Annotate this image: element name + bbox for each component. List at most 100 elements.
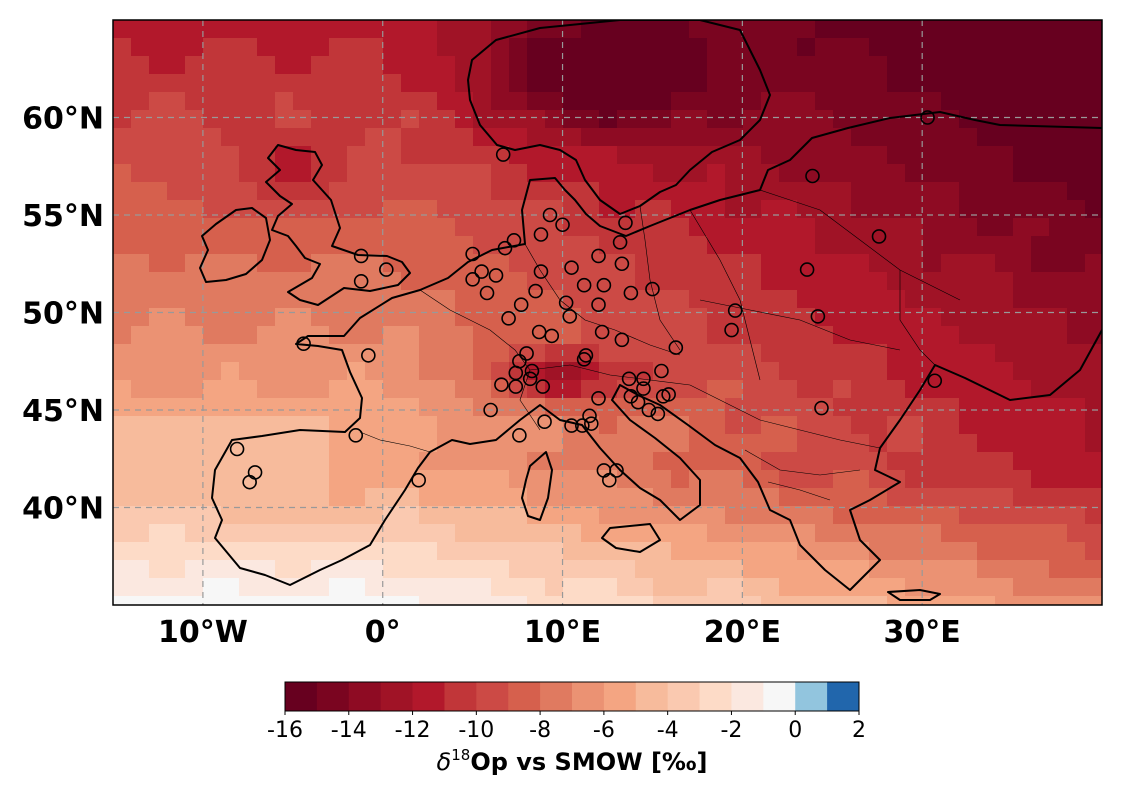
field-cell (797, 326, 816, 345)
field-cell (581, 542, 600, 561)
field-cell (779, 38, 798, 57)
field-cell (149, 20, 168, 39)
field-cell (113, 218, 132, 237)
field-cell (761, 362, 780, 381)
field-cell (761, 506, 780, 525)
field-cell (545, 470, 564, 489)
field-cell (977, 164, 996, 183)
field-cell (275, 434, 294, 453)
field-cell (203, 416, 222, 435)
field-cell (1085, 290, 1102, 309)
field-cell (329, 362, 348, 381)
field-cell (599, 488, 618, 507)
field-cell (473, 20, 492, 39)
colorbar-frame (284, 681, 860, 712)
field-cell (725, 38, 744, 57)
field-cell (293, 308, 312, 327)
field-cell (923, 524, 942, 543)
field-cell (1031, 578, 1050, 597)
field-cell (257, 326, 276, 345)
field-cell (797, 398, 816, 417)
field-cell (203, 128, 222, 147)
field-cell (905, 74, 924, 93)
field-cell (149, 560, 168, 579)
field-cell (743, 38, 762, 57)
field-cell (1067, 74, 1086, 93)
field-cell (869, 344, 888, 363)
field-cell (617, 92, 636, 111)
field-cell (1049, 200, 1068, 219)
field-cell (977, 218, 996, 237)
field-cell (725, 344, 744, 363)
field-cell (221, 164, 240, 183)
field-cell (653, 56, 672, 75)
field-cell (113, 308, 132, 327)
field-cell (293, 434, 312, 453)
field-cell (1067, 146, 1086, 165)
field-cell (815, 38, 834, 57)
field-cell (581, 164, 600, 183)
field-cell (203, 182, 222, 201)
colorbar-bin (731, 682, 764, 711)
field-cell (293, 254, 312, 273)
field-cell (383, 578, 402, 597)
field-cell (383, 128, 402, 147)
field-cell (563, 128, 582, 147)
field-cell (761, 254, 780, 273)
field-cell (185, 506, 204, 525)
field-cell (869, 182, 888, 201)
field-cell (725, 578, 744, 597)
field-cell (293, 416, 312, 435)
field-cell (851, 470, 870, 489)
field-cell (1031, 434, 1050, 453)
field-cell (995, 452, 1014, 471)
field-cell (833, 38, 852, 57)
field-cell (1067, 416, 1086, 435)
field-cell (491, 578, 510, 597)
field-cell (689, 146, 708, 165)
field-cell (1067, 182, 1086, 201)
field-cell (941, 128, 960, 147)
field-cell (707, 200, 726, 219)
field-cell (185, 38, 204, 57)
field-cell (977, 542, 996, 561)
field-cell (221, 524, 240, 543)
field-cell (419, 128, 438, 147)
field-cell (311, 596, 330, 605)
field-cell (509, 578, 528, 597)
colorbar-bins (285, 682, 860, 711)
field-cell (887, 164, 906, 183)
field-cell (167, 506, 186, 525)
field-cell (1013, 362, 1032, 381)
sample-site-marker (483, 402, 498, 418)
field-cell (797, 470, 816, 489)
field-cell (815, 290, 834, 309)
field-cell (275, 416, 294, 435)
field-cell (599, 290, 618, 309)
field-cell (653, 128, 672, 147)
field-cell (383, 74, 402, 93)
field-cell (491, 200, 510, 219)
field-cell (923, 434, 942, 453)
field-cell (563, 110, 582, 129)
field-cell (545, 596, 564, 605)
field-cell (329, 56, 348, 75)
field-cell (923, 56, 942, 75)
field-cell (743, 254, 762, 273)
field-cell (1085, 92, 1102, 111)
field-cell (167, 74, 186, 93)
field-cell (185, 146, 204, 165)
field-cell (1085, 470, 1102, 489)
field-cell (239, 218, 258, 237)
field-cell (1085, 56, 1102, 75)
sample-site-marker (621, 371, 637, 387)
field-cell (1031, 128, 1050, 147)
field-cell (743, 56, 762, 75)
field-cell (1085, 272, 1102, 291)
sample-site-marker (465, 272, 480, 287)
field-cell (977, 272, 996, 291)
field-cell (455, 182, 474, 201)
field-cell (311, 452, 330, 471)
field-cell (617, 470, 636, 489)
field-cell (329, 38, 348, 57)
